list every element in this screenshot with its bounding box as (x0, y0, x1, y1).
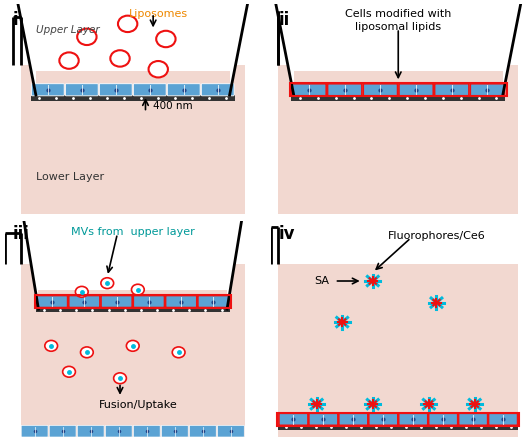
FancyBboxPatch shape (133, 426, 160, 437)
FancyBboxPatch shape (459, 413, 487, 426)
Text: iv: iv (278, 225, 295, 243)
Circle shape (156, 31, 176, 47)
FancyBboxPatch shape (49, 426, 76, 437)
FancyBboxPatch shape (37, 295, 67, 307)
Text: Cells modified with: Cells modified with (345, 9, 451, 19)
Bar (31, 95, 235, 101)
Circle shape (118, 15, 138, 32)
Polygon shape (18, 4, 247, 95)
Bar (21, 437, 245, 441)
Bar (278, 425, 518, 430)
FancyBboxPatch shape (201, 84, 234, 96)
Polygon shape (276, 4, 520, 95)
FancyBboxPatch shape (31, 84, 64, 96)
Circle shape (77, 29, 97, 45)
FancyBboxPatch shape (105, 426, 132, 437)
FancyBboxPatch shape (161, 426, 188, 437)
Text: iii: iii (13, 225, 30, 243)
Text: i: i (13, 11, 19, 29)
Text: liposomal lipids: liposomal lipids (355, 22, 441, 32)
Circle shape (172, 347, 185, 358)
Text: Fluorophores/Ce6: Fluorophores/Ce6 (388, 231, 485, 241)
FancyBboxPatch shape (65, 84, 98, 96)
Bar (21, 65, 245, 214)
Circle shape (81, 347, 93, 358)
FancyBboxPatch shape (309, 413, 338, 426)
Polygon shape (294, 71, 503, 95)
FancyBboxPatch shape (198, 295, 229, 307)
FancyBboxPatch shape (21, 426, 48, 437)
FancyBboxPatch shape (470, 84, 504, 96)
FancyBboxPatch shape (369, 413, 398, 426)
Circle shape (126, 340, 139, 351)
Bar (290, 83, 507, 96)
FancyBboxPatch shape (363, 84, 398, 96)
Polygon shape (38, 290, 227, 309)
Text: MVs from  upper layer: MVs from upper layer (71, 227, 195, 237)
Bar (278, 65, 518, 214)
Bar (36, 307, 229, 312)
FancyBboxPatch shape (292, 84, 326, 96)
Text: ii: ii (278, 11, 290, 29)
Circle shape (149, 61, 168, 78)
Circle shape (75, 286, 88, 297)
FancyBboxPatch shape (328, 84, 362, 96)
Circle shape (59, 52, 79, 69)
FancyBboxPatch shape (339, 413, 368, 426)
FancyBboxPatch shape (68, 295, 100, 307)
Bar (21, 264, 245, 437)
Text: Lower Layer: Lower Layer (36, 172, 104, 182)
Text: Upper Layer: Upper Layer (36, 25, 99, 35)
FancyBboxPatch shape (99, 84, 132, 96)
FancyBboxPatch shape (489, 413, 518, 426)
Text: 400 nm: 400 nm (153, 101, 193, 111)
Polygon shape (23, 216, 242, 309)
Bar (277, 413, 519, 426)
FancyBboxPatch shape (133, 84, 166, 96)
Text: Fusion/Uptake: Fusion/Uptake (98, 400, 177, 410)
Bar (278, 264, 518, 437)
FancyBboxPatch shape (429, 413, 458, 426)
Circle shape (45, 340, 57, 351)
Bar (291, 95, 506, 101)
FancyBboxPatch shape (218, 426, 244, 437)
FancyBboxPatch shape (101, 295, 132, 307)
Circle shape (63, 366, 75, 377)
Text: Liposomes: Liposomes (129, 9, 188, 19)
FancyBboxPatch shape (166, 295, 197, 307)
FancyBboxPatch shape (399, 413, 428, 426)
FancyBboxPatch shape (399, 84, 433, 96)
FancyBboxPatch shape (190, 426, 216, 437)
FancyBboxPatch shape (434, 84, 469, 96)
FancyBboxPatch shape (78, 426, 104, 437)
Circle shape (114, 373, 126, 384)
Circle shape (101, 278, 114, 288)
Polygon shape (36, 71, 229, 95)
Circle shape (132, 284, 144, 295)
FancyBboxPatch shape (279, 413, 308, 426)
FancyBboxPatch shape (133, 295, 165, 307)
FancyBboxPatch shape (167, 84, 200, 96)
Circle shape (110, 50, 130, 67)
Text: SA: SA (314, 276, 329, 286)
Bar (35, 295, 231, 308)
